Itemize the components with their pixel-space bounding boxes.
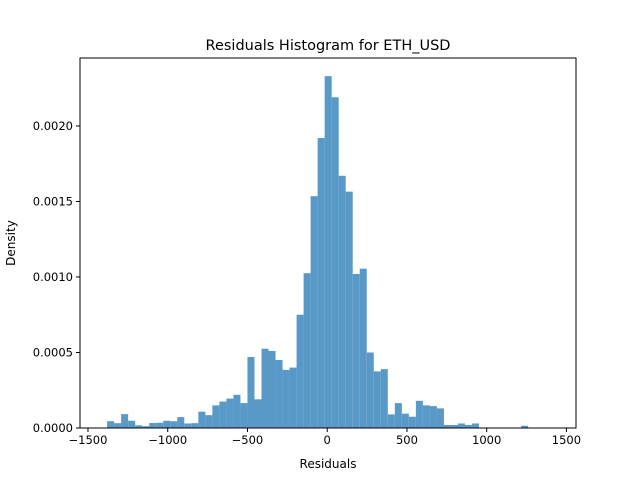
histogram-bar [247,357,255,428]
plot-frame [79,57,577,429]
histogram-bar [521,425,529,428]
histogram-bar [380,369,388,428]
y-tick-label: 0.0020 [33,119,73,133]
x-tick-label: −1500 [69,433,108,447]
histogram-bar [142,426,150,428]
histogram-bar [303,273,311,428]
histogram-bar [450,424,458,428]
x-tick-label: 1500 [552,433,581,447]
x-tick-label: −1000 [148,433,187,447]
histogram-bar [163,420,171,428]
histogram-bar [429,406,437,428]
histogram-bar [275,360,283,428]
chart-title: Residuals Histogram for ETH_USD [206,38,451,54]
histogram-bar [233,394,241,428]
y-tick-label: 0.0010 [33,270,73,284]
x-tick-label: 500 [396,433,418,447]
histogram-bar [359,268,367,428]
histogram-bar [338,175,346,428]
histogram-bar [177,417,185,428]
x-tick-label: 1000 [472,433,501,447]
y-axis-label: Density [4,220,18,266]
histogram-bar [457,423,465,428]
histogram-bar [331,97,339,428]
histogram-bar [282,369,290,428]
histogram-bar [324,76,332,429]
histogram-bar [317,138,325,428]
histogram-bar [205,415,213,428]
histogram-bar [408,416,416,428]
histogram-bar [289,367,297,428]
histogram-bars [107,76,529,429]
histogram-bar [387,414,395,428]
histogram-bar [149,423,157,428]
x-axis-ticks: −1500 −1000 −500 0 500 1000 1500 [69,428,581,447]
histogram-bar [254,399,262,428]
histogram-bar [310,196,318,428]
histogram-bar [226,398,234,428]
x-axis-label: Residuals [300,457,357,471]
histogram-bar [436,408,444,428]
histogram-bar [121,414,129,428]
y-axis-ticks: 0.0000 0.0005 0.0010 0.0015 0.0020 [33,119,80,435]
histogram-bar [296,314,304,428]
histogram-bar [373,371,381,428]
histogram-bar [345,191,353,428]
histogram-bar [114,423,122,428]
histogram-bar [464,424,473,428]
histogram-bar [135,425,143,428]
histogram-bar [352,273,360,428]
histogram-bar [170,421,178,428]
histogram-bar [443,424,451,428]
histogram-bar [240,403,248,428]
y-tick-label: 0.0015 [33,194,73,208]
x-tick-label: 0 [324,433,331,447]
y-tick-label: 0.0005 [33,345,73,359]
y-tick-label: 0.0000 [33,421,73,435]
histogram-bar [401,413,409,428]
histogram-bar [219,401,227,428]
histogram-bar [366,352,374,428]
histogram-bar [107,421,115,428]
histogram-bar [191,423,199,428]
histogram-bar [268,350,276,428]
histogram-bar [415,400,423,428]
histogram-bar [472,423,480,428]
histogram-bar [198,411,206,428]
histogram-bar [156,422,164,428]
x-tick-label: −500 [232,433,264,447]
histogram-bar [184,423,192,428]
histogram-bar [261,348,269,428]
histogram-bar [394,403,402,428]
histogram-bar [128,420,136,428]
histogram-bar [212,405,220,428]
histogram-bar [422,405,430,428]
